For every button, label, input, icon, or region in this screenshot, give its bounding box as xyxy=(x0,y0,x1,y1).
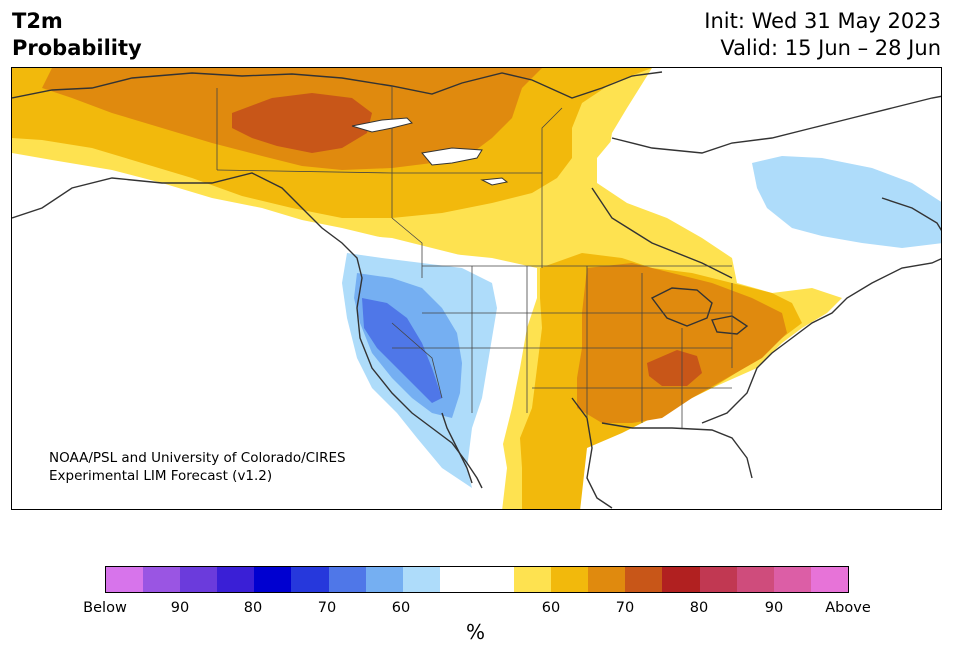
title-line-2: Probability xyxy=(12,36,142,60)
colorbar-tick-label: 80 xyxy=(243,600,263,616)
map-title: T2m Probability xyxy=(12,8,142,62)
colorbar-tick-label: 60 xyxy=(391,600,411,616)
credit-line-2: Experimental LIM Forecast (v1.2) xyxy=(49,468,273,484)
above-75-region-east xyxy=(647,350,702,386)
colorbar-segment xyxy=(217,567,255,592)
colorbar-segment xyxy=(810,567,848,592)
colorbar-segment xyxy=(514,567,552,592)
map-panel xyxy=(11,67,942,510)
colorbar-tick-label: 90 xyxy=(170,600,190,616)
credit-line-1: NOAA/PSL and University of Colorado/CIRE… xyxy=(49,450,346,466)
colorbar-segment xyxy=(625,567,663,592)
colorbar xyxy=(105,566,849,593)
colorbar-segment xyxy=(588,567,626,592)
below-60-region-east xyxy=(752,156,941,248)
colorbar-tick-label: 80 xyxy=(689,600,709,616)
great-slave-lake xyxy=(351,117,413,133)
colorbar-segment xyxy=(365,567,403,592)
below-70-region-west xyxy=(362,298,442,403)
colorbar-tick-label: Below xyxy=(83,600,127,616)
colorbar-segment xyxy=(106,567,144,592)
init-date: Init: Wed 31 May 2023 xyxy=(704,9,941,33)
colorbar-segment xyxy=(328,567,366,592)
colorbar-segment xyxy=(291,567,329,592)
colorbar-segment xyxy=(402,567,440,592)
colorbar-tick-label: 60 xyxy=(541,600,561,616)
lake-winnipeg xyxy=(480,177,509,186)
probability-map xyxy=(12,68,941,509)
colorbar-tick-label: 70 xyxy=(615,600,635,616)
colorbar-tick-label: 70 xyxy=(317,600,337,616)
above-75-region-north xyxy=(232,93,372,153)
state-borders xyxy=(216,86,733,428)
colorbar-tick-label: 90 xyxy=(764,600,784,616)
credit-text: NOAA/PSL and University of Colorado/CIRE… xyxy=(49,449,346,485)
colorbar-segment xyxy=(662,567,700,592)
colorbar-ticks: Below 90 80 70 60 60 70 80 90 Above xyxy=(0,600,953,618)
colorbar-segment xyxy=(439,567,515,592)
colorbar-tick-label: Above xyxy=(825,600,871,616)
colorbar-segment xyxy=(773,567,811,592)
colorbar-segment xyxy=(143,567,181,592)
title-line-1: T2m xyxy=(12,9,63,33)
colorbar-segment xyxy=(180,567,218,592)
great-bear-lake xyxy=(421,147,483,166)
colorbar-segment xyxy=(551,567,589,592)
colorbar-units: % xyxy=(466,620,486,644)
colorbar-segment xyxy=(254,567,292,592)
colorbar-segment xyxy=(699,567,737,592)
colorbar-segment xyxy=(736,567,774,592)
forecast-dates: Init: Wed 31 May 2023 Valid: 15 Jun – 28… xyxy=(704,8,941,62)
valid-period: Valid: 15 Jun – 28 Jun xyxy=(720,36,941,60)
coastlines xyxy=(12,71,941,509)
